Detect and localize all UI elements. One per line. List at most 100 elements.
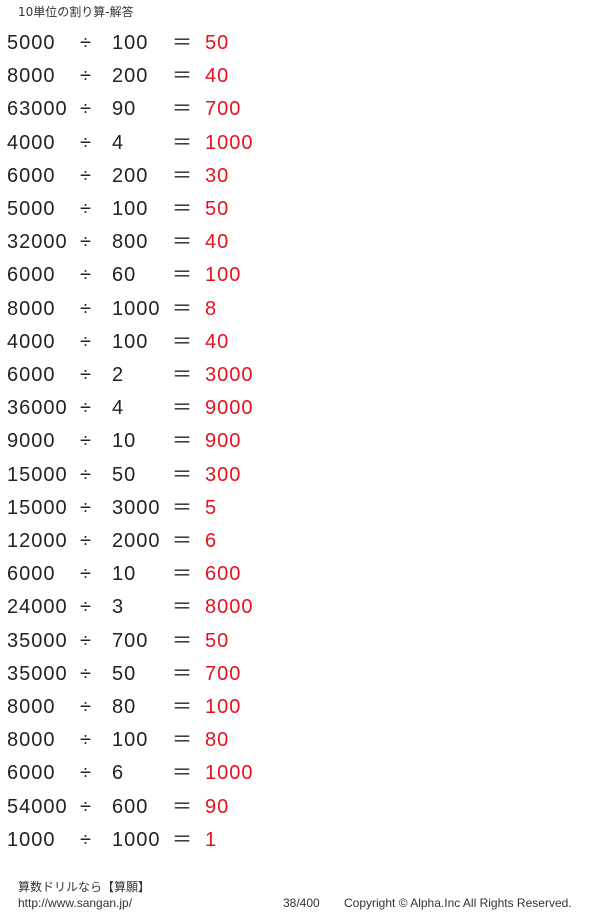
equals-sign: ＝ [172,696,192,718]
answer: 40 [205,231,230,254]
answer: 6 [205,530,218,552]
dividend: 36000 [7,397,68,420]
dividend: 8000 [7,729,56,752]
divisor: 600 [112,795,149,818]
answer: 30 [205,164,230,187]
divide-sign: ÷ [80,762,91,785]
equals-sign: ＝ [172,397,192,420]
equals-sign: ＝ [172,364,192,386]
divisor: 10 [112,563,137,586]
divide-sign: ÷ [80,795,91,818]
divisor: 3000 [112,496,161,519]
divide-sign: ÷ [80,264,91,287]
divide-sign: ÷ [80,596,91,619]
equals-sign: ＝ [172,32,192,54]
answer: 300 [205,463,242,486]
answer: 900 [205,430,242,453]
divisor: 100 [112,330,149,353]
dividend: 4000 [7,131,56,154]
equals-sign: ＝ [172,98,192,121]
divide-sign: ÷ [80,364,91,386]
divide-sign: ÷ [80,297,91,320]
answer: 100 [205,696,242,718]
answer: 40 [205,330,230,353]
page-number: 38/400 [283,896,320,910]
dividend: 24000 [7,596,68,619]
divisor: 90 [112,98,137,121]
divisor: 100 [112,729,149,752]
divide-sign: ÷ [80,65,91,88]
answer: 3000 [205,364,254,386]
dividend: 4000 [7,330,56,353]
divide-sign: ÷ [80,98,91,121]
divide-sign: ÷ [80,828,91,851]
equals-sign: ＝ [172,762,192,785]
divisor: 3 [112,596,125,619]
divisor: 4 [112,397,125,420]
dividend: 15000 [7,463,68,486]
footer-url[interactable]: http://www.sangan.jp/ [18,896,133,910]
dividend: 12000 [7,530,68,552]
divide-sign: ÷ [80,32,91,54]
dividend: 8000 [7,297,56,320]
divide-sign: ÷ [80,496,91,519]
answer: 8 [205,297,218,320]
divide-sign: ÷ [80,131,91,154]
equals-sign: ＝ [172,330,192,353]
divide-sign: ÷ [80,563,91,586]
equals-sign: ＝ [172,596,192,619]
dividend: 5000 [7,198,56,220]
divide-sign: ÷ [80,463,91,486]
equals-sign: ＝ [172,198,192,220]
divide-sign: ÷ [80,430,91,453]
dividend: 6000 [7,563,56,586]
equals-sign: ＝ [172,65,192,88]
copyright: Copyright © Alpha.Inc All Rights Reserve… [344,896,572,910]
dividend: 9000 [7,430,56,453]
answer: 9000 [205,397,254,420]
equals-sign: ＝ [172,231,192,254]
dividend: 54000 [7,795,68,818]
equals-sign: ＝ [172,729,192,752]
divide-sign: ÷ [80,397,91,420]
equals-sign: ＝ [172,164,192,187]
answer: 700 [205,662,242,685]
divisor: 50 [112,463,137,486]
answer: 40 [205,65,230,88]
equals-sign: ＝ [172,496,192,519]
divide-sign: ÷ [80,629,91,652]
equals-sign: ＝ [172,530,192,552]
divide-sign: ÷ [80,198,91,220]
equals-sign: ＝ [172,430,192,453]
answer: 50 [205,629,230,652]
answer: 50 [205,32,230,54]
dividend: 1000 [7,828,56,851]
answer: 100 [205,264,242,287]
divisor: 50 [112,662,137,685]
answer: 1000 [205,131,254,154]
answer: 90 [205,795,230,818]
dividend: 5000 [7,32,56,54]
equals-sign: ＝ [172,563,192,586]
dividend: 6000 [7,364,56,386]
footer-brand: 算数ドリルなら【算願】 [18,880,151,894]
answer: 8000 [205,596,254,619]
dividend: 6000 [7,264,56,287]
divisor: 100 [112,198,149,220]
divisor: 10 [112,430,137,453]
dividend: 6000 [7,762,56,785]
dividend: 8000 [7,65,56,88]
divide-sign: ÷ [80,530,91,552]
divisor: 100 [112,32,149,54]
equals-sign: ＝ [172,131,192,154]
equals-sign: ＝ [172,828,192,851]
divisor: 1000 [112,828,161,851]
answer: 600 [205,563,242,586]
dividend: 15000 [7,496,68,519]
divisor: 800 [112,231,149,254]
dividend: 8000 [7,696,56,718]
dividend: 32000 [7,231,68,254]
answer: 1 [205,828,218,851]
answer: 50 [205,198,230,220]
divide-sign: ÷ [80,330,91,353]
